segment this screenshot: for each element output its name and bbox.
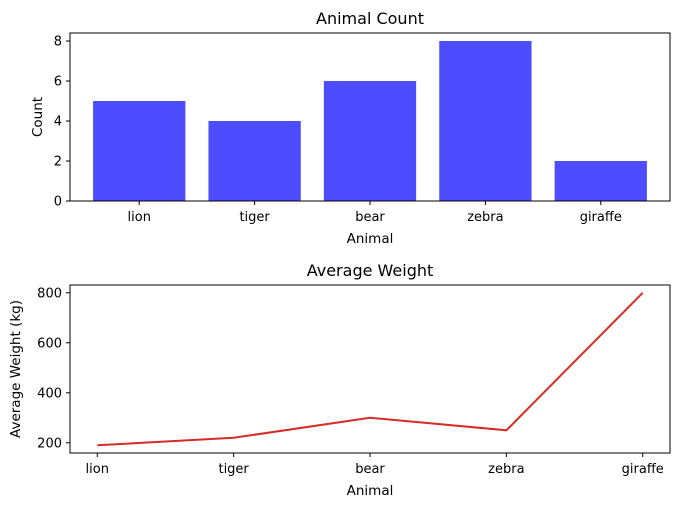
- x-tick-label: giraffe: [622, 462, 664, 477]
- chart-title: Average Weight: [307, 261, 434, 280]
- x-tick-label: giraffe: [580, 210, 622, 225]
- x-axis-ticks: lion tiger bear zebra giraffe: [86, 453, 664, 477]
- weight-line-chart: Average Weight 200 400 600 800 lion tiger bea…: [8, 261, 671, 499]
- y-tick-label: 800: [37, 286, 62, 301]
- series-line: [97, 292, 644, 447]
- bars-group: [93, 41, 647, 201]
- count-bar-chart: Animal Count 0 2 4 6 8 lion tiger bear zebra gir…: [30, 9, 671, 247]
- y-tick-label: 6: [54, 75, 62, 90]
- x-tick-label: zebra: [488, 462, 524, 477]
- x-tick-label: tiger: [239, 210, 270, 225]
- bar-giraffe: [554, 161, 647, 201]
- x-axis-label: Animal: [347, 231, 394, 247]
- y-axis-ticks: 0 2 4 6 8: [54, 35, 70, 210]
- y-tick-label: 8: [54, 35, 62, 50]
- bar-zebra: [439, 41, 532, 201]
- x-tick-label: lion: [128, 210, 151, 225]
- y-axis-label: Count: [30, 97, 46, 137]
- x-tick-label: lion: [86, 462, 109, 477]
- bar-tiger: [208, 121, 301, 201]
- y-tick-label: 200: [37, 436, 62, 451]
- x-axis-ticks: lion tiger bear zebra giraffe: [128, 201, 622, 225]
- x-axis-label: Animal: [347, 483, 394, 499]
- x-tick-label: zebra: [467, 210, 503, 225]
- chart-title: Animal Count: [316, 9, 424, 28]
- y-tick-label: 0: [54, 195, 62, 210]
- y-axis-ticks: 200 400 600 800: [37, 286, 70, 451]
- plot-frame: [69, 284, 671, 454]
- x-tick-label: bear: [355, 462, 385, 477]
- y-tick-label: 2: [54, 155, 62, 170]
- y-tick-label: 400: [37, 386, 62, 401]
- y-axis-label: Average Weight (kg): [8, 300, 24, 438]
- y-tick-label: 600: [37, 336, 62, 351]
- bar-lion: [93, 101, 186, 201]
- x-tick-label: bear: [355, 210, 385, 225]
- x-tick-label: tiger: [218, 462, 249, 477]
- bar-bear: [323, 81, 417, 201]
- y-tick-label: 4: [54, 115, 62, 130]
